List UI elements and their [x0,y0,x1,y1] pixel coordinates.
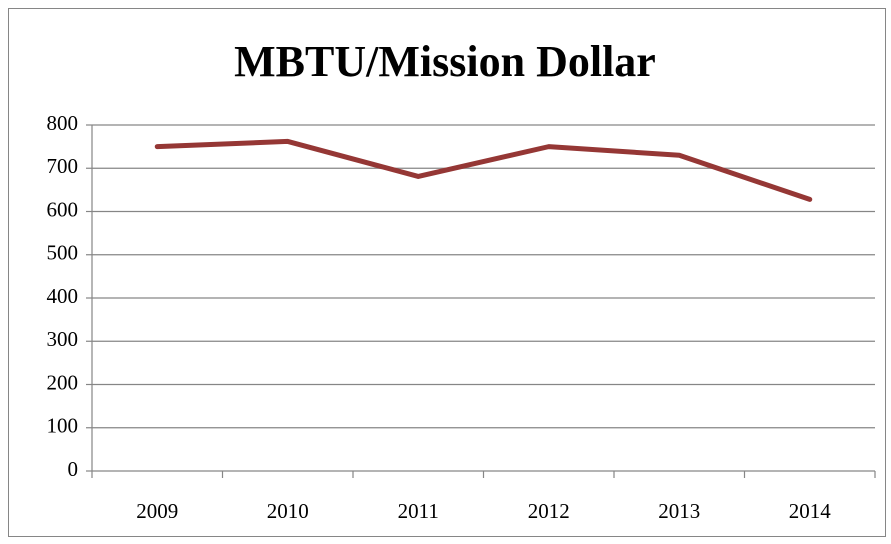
y-tick-label: 600 [47,197,79,221]
y-tick-label: 0 [68,457,79,481]
y-tick-label: 200 [47,370,79,394]
data-line [154,138,813,202]
x-tick-label: 2010 [267,499,309,523]
chart-title: MBTU/Mission Dollar [234,37,656,86]
y-tick-label: 800 [47,111,79,135]
chart-border [8,8,886,537]
y-tick-label: 400 [47,284,79,308]
x-tick-label: 2014 [789,499,832,523]
y-tick-label: 100 [47,414,79,438]
y-tick-label: 500 [47,241,79,265]
y-tick-label: 700 [47,154,79,178]
x-tick-label: 2009 [136,499,178,523]
y-tick-label: 300 [47,327,79,351]
x-tick-label: 2011 [398,499,439,523]
x-tick-label: 2012 [528,499,570,523]
x-tick-label: 2013 [658,499,700,523]
